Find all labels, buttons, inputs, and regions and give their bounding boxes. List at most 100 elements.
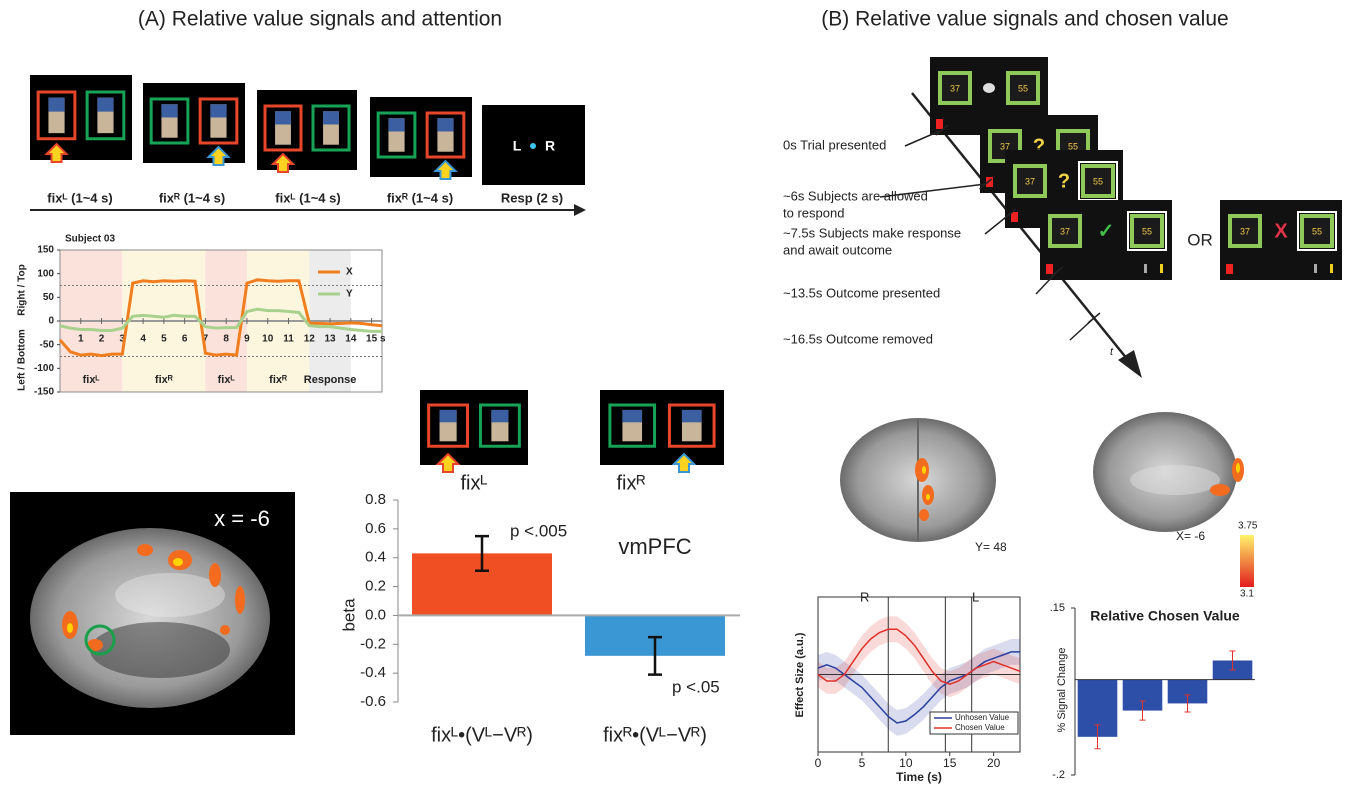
y-axis-label: % Signal Change <box>1056 647 1068 732</box>
legend-label: Unhosen Value <box>955 713 1010 722</box>
legend-label: Y <box>346 289 353 300</box>
option-value: 55 <box>1142 226 1152 236</box>
y-tick-label: .15 <box>1050 602 1065 614</box>
stimulus-label: fixᴿ <box>616 472 645 494</box>
event-label: and await outcome <box>783 242 892 257</box>
item <box>97 98 113 112</box>
indicator <box>1314 264 1317 273</box>
x-tick-label: 1 <box>78 334 84 345</box>
screen <box>30 75 132 160</box>
item <box>323 111 339 124</box>
x-tick-label: 2 <box>99 334 105 345</box>
event-label: 0s Trial presented <box>783 137 886 152</box>
y-tick-label: -100 <box>34 363 54 374</box>
y-tick-label: 0 <box>48 316 54 327</box>
colorbar-label: 3.75 <box>1238 521 1258 532</box>
fixation-dot <box>983 83 995 93</box>
option-value: 37 <box>1060 226 1070 236</box>
y-tick-label: 0.0 <box>365 606 386 623</box>
option-value: 55 <box>1312 226 1322 236</box>
screen <box>257 90 357 170</box>
phase-label: fixᴿ <box>155 374 173 386</box>
event-label: ~6s Subjects are allowed <box>783 188 928 203</box>
time-label: t <box>1110 346 1114 358</box>
screen-text: R <box>545 138 555 154</box>
y-tick-label: 0.6 <box>365 520 386 537</box>
stimulus-label: fixᴸ <box>460 472 487 494</box>
option-value: 55 <box>1018 83 1028 93</box>
x-tick-label: 11 <box>283 334 294 345</box>
screen-text: L <box>513 138 522 154</box>
x-axis-label: Time (s) <box>896 770 942 784</box>
colorbar-label: 3.1 <box>1240 589 1254 600</box>
panel-title: (A) Relative value signals and attention <box>138 8 502 31</box>
item <box>440 410 457 422</box>
x-tick-label: 20 <box>987 756 1001 770</box>
screen <box>143 83 245 163</box>
event-label: ~7.5s Subjects make response <box>783 225 961 240</box>
phase-label: fixᴸ <box>218 374 236 386</box>
item <box>388 118 404 131</box>
event-label: ~16.5s Outcome removed <box>783 331 933 346</box>
timeline-label: fixᴿ (1~4 s) <box>387 190 453 205</box>
x-tick-label: 10 <box>262 334 274 345</box>
y-tick-label: -0.4 <box>360 664 386 681</box>
screen-symbol: X <box>1274 220 1288 242</box>
item <box>161 104 177 117</box>
item <box>275 111 291 124</box>
y-tick-label: -.2 <box>1052 769 1065 781</box>
x-tick-label: 13 <box>325 334 337 345</box>
chart-title: Relative Chosen Value <box>1090 608 1240 624</box>
item <box>622 410 642 422</box>
x-tick-label: 0 <box>815 756 822 770</box>
x-axis-label: s <box>380 334 386 345</box>
annotation: p <.005 <box>510 521 567 540</box>
x-tick-label: 14 <box>345 334 357 345</box>
option-value: 55 <box>1068 141 1078 151</box>
item <box>210 104 226 117</box>
x-tick-label: 8 <box>223 334 229 345</box>
x-tick-label: 15 <box>366 334 378 345</box>
x-tick-label: fixᴸ•(Vᴸ−Vᴿ) <box>431 724 533 746</box>
annotation: p <.05 <box>672 677 720 696</box>
y-axis-label: Right / Top <box>17 264 28 315</box>
phase-label: fixᴸ <box>83 374 101 386</box>
legend-label: X <box>346 267 353 278</box>
event-label: to respond <box>783 205 844 220</box>
option-value: 37 <box>1025 176 1035 186</box>
or-label: OR <box>1187 230 1213 249</box>
screen <box>370 97 472 177</box>
y-tick-label: 100 <box>37 268 54 279</box>
time-arrowhead <box>1118 350 1142 378</box>
annotation: vmPFC <box>618 534 691 559</box>
option-value: 37 <box>1000 141 1010 151</box>
slice-label: Y= 48 <box>975 540 1007 554</box>
timeline-label: Resp (2 s) <box>501 190 563 205</box>
x-tick-label: 15 <box>943 756 957 770</box>
item <box>491 410 508 422</box>
indicator <box>936 119 943 129</box>
timeline-label: fixᴸ (1~4 s) <box>275 190 340 205</box>
x-tick-label: 6 <box>182 334 188 345</box>
timeline-arrowhead <box>574 204 586 216</box>
y-tick-label: -0.6 <box>360 693 386 710</box>
phase-label: Response <box>304 374 357 386</box>
slice-label: X= -6 <box>1176 529 1205 543</box>
event-leader <box>905 130 942 146</box>
x-tick-label: 9 <box>244 334 250 345</box>
y-tick-label: 0.8 <box>365 491 386 508</box>
option-value: 37 <box>1240 226 1250 236</box>
item <box>437 118 453 131</box>
y-tick-label: 50 <box>43 292 55 303</box>
legend-label: Chosen Value <box>955 723 1005 732</box>
option-value: 55 <box>1093 176 1103 186</box>
slice-label: x = -6 <box>214 506 270 531</box>
y-tick-label: 0.4 <box>365 549 386 566</box>
item <box>48 98 64 112</box>
indicator <box>1011 212 1018 222</box>
panel-title: (B) Relative value signals and chosen va… <box>821 8 1228 31</box>
screen-symbol: ✓ <box>1098 220 1115 242</box>
indicator <box>1046 264 1053 274</box>
event-label: ~13.5s Outcome presented <box>783 285 940 300</box>
screen <box>600 390 724 465</box>
